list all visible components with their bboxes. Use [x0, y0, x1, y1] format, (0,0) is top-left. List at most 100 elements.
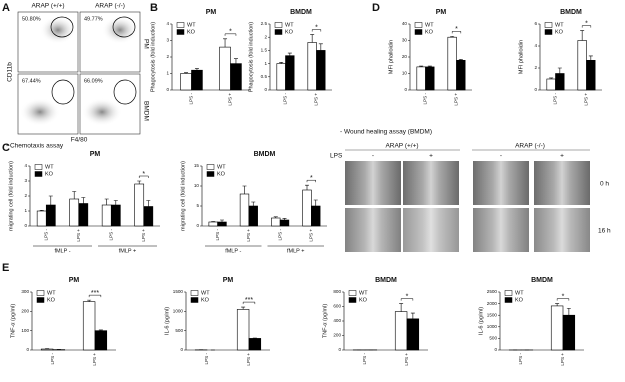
bar	[134, 183, 145, 227]
bar	[248, 338, 262, 351]
y-tick-label: 600	[333, 304, 341, 309]
y-tick-label: 800	[333, 289, 341, 294]
significance-bracket	[451, 31, 462, 34]
error-bar	[410, 312, 415, 319]
gate	[113, 79, 137, 105]
y-axis-label: migrating cell (fold induction)	[180, 161, 186, 231]
y-axis-label: migrating cell (fold induction)	[8, 161, 14, 231]
legend-swatch	[504, 290, 513, 296]
legend-label: KO	[555, 29, 564, 35]
x-tick-label: LPS -	[553, 93, 558, 105]
y-tick-label: 100	[21, 328, 29, 333]
legend-label: KO	[515, 297, 524, 303]
y-tick-label: 300	[21, 289, 29, 294]
bar	[45, 204, 56, 227]
bar	[416, 66, 426, 91]
legend-swatch	[414, 22, 423, 28]
error-bar	[450, 36, 455, 38]
bar	[110, 204, 121, 227]
y-tick-label: 6	[534, 21, 537, 26]
condition-label: -	[372, 153, 374, 160]
y-axis-label: IL-6 (pg/ml)	[478, 307, 484, 335]
chart-title: PM	[90, 151, 101, 158]
micrograph	[403, 208, 459, 252]
x-tick-label: LPS +	[246, 229, 251, 242]
x-tick-label: LPS -	[518, 353, 523, 365]
significance-label: *	[229, 29, 232, 36]
y-tick-label: 2500	[487, 289, 498, 294]
flow-cloud	[20, 98, 60, 126]
bar	[550, 305, 564, 351]
x-tick-label: LPS -	[108, 229, 113, 241]
legend-swatch	[34, 164, 43, 170]
error-bar	[39, 209, 44, 211]
chart-title: BMDM	[254, 151, 276, 158]
y-tick-label: 2	[264, 34, 267, 39]
bar	[577, 40, 587, 91]
error-bar	[223, 38, 228, 48]
micrograph	[345, 208, 401, 252]
panel-letter: D	[372, 2, 380, 14]
x-tick-label: LPS +	[246, 353, 251, 366]
y-tick-label: 10	[194, 183, 200, 188]
legend-swatch	[414, 29, 423, 35]
x-tick-label: LPS +	[314, 93, 319, 106]
significance-bracket	[311, 29, 322, 32]
y-tick-label: 3	[24, 178, 27, 183]
significance-label: ***	[245, 297, 253, 304]
chart-title: BMDM	[560, 9, 582, 16]
bar	[69, 198, 80, 227]
error-bar	[72, 191, 77, 199]
y-tick-label: 30	[402, 38, 408, 43]
bar	[248, 205, 258, 227]
legend-label: WT	[187, 22, 196, 28]
row-label: 0 h	[600, 181, 609, 188]
flow-cloud	[40, 16, 76, 44]
legend-label: WT	[515, 290, 524, 296]
y-axis-label: CD11b	[7, 62, 14, 82]
row-label: PM	[142, 39, 149, 49]
legend-swatch	[36, 290, 45, 296]
bar	[302, 189, 312, 227]
micrograph	[403, 161, 459, 205]
chart-title: BMDM	[290, 9, 312, 16]
significance-label: *	[562, 293, 565, 300]
legend-label: KO	[217, 171, 226, 177]
error-bar	[580, 30, 585, 41]
x-tick-label: LPS -	[362, 353, 367, 365]
bar	[406, 318, 420, 351]
y-tick-label: 4	[166, 21, 169, 26]
y-tick-label: 40	[402, 21, 408, 26]
condition-label: +	[560, 153, 564, 160]
y-tick-label: 0	[24, 223, 27, 228]
y-tick-label: 2	[534, 65, 537, 70]
x-tick-label: LPS -	[43, 229, 48, 241]
y-axis-label: TNF-α (pg/ml)	[322, 304, 328, 339]
y-tick-label: 4	[534, 43, 537, 48]
significance-bracket	[306, 179, 316, 183]
significance-bracket	[556, 298, 570, 301]
y-tick-label: 2	[166, 54, 169, 59]
y-tick-label: 0.5	[261, 74, 268, 79]
legend-label: KO	[47, 297, 56, 303]
x-tick-label: LPS +	[228, 93, 233, 106]
error-bar	[419, 65, 424, 67]
legend-swatch	[190, 290, 199, 296]
panel-letter: C	[2, 142, 10, 154]
error-bar	[146, 200, 151, 207]
y-tick-label: 15	[194, 163, 200, 168]
y-tick-label: 0	[404, 87, 407, 92]
significance-label: *	[142, 171, 145, 178]
bar	[40, 348, 54, 351]
error-bar	[87, 299, 92, 302]
legend-swatch	[36, 297, 45, 303]
y-tick-label: 0	[534, 87, 537, 92]
x-tick-label: LPS -	[189, 93, 194, 105]
condition-label: +	[429, 153, 433, 160]
error-bar	[48, 195, 53, 205]
group-label: fMLP +	[119, 248, 136, 254]
error-bar	[305, 184, 309, 190]
bar	[456, 59, 466, 91]
error-bar	[184, 72, 189, 74]
x-tick-label: LPS +	[92, 353, 97, 366]
